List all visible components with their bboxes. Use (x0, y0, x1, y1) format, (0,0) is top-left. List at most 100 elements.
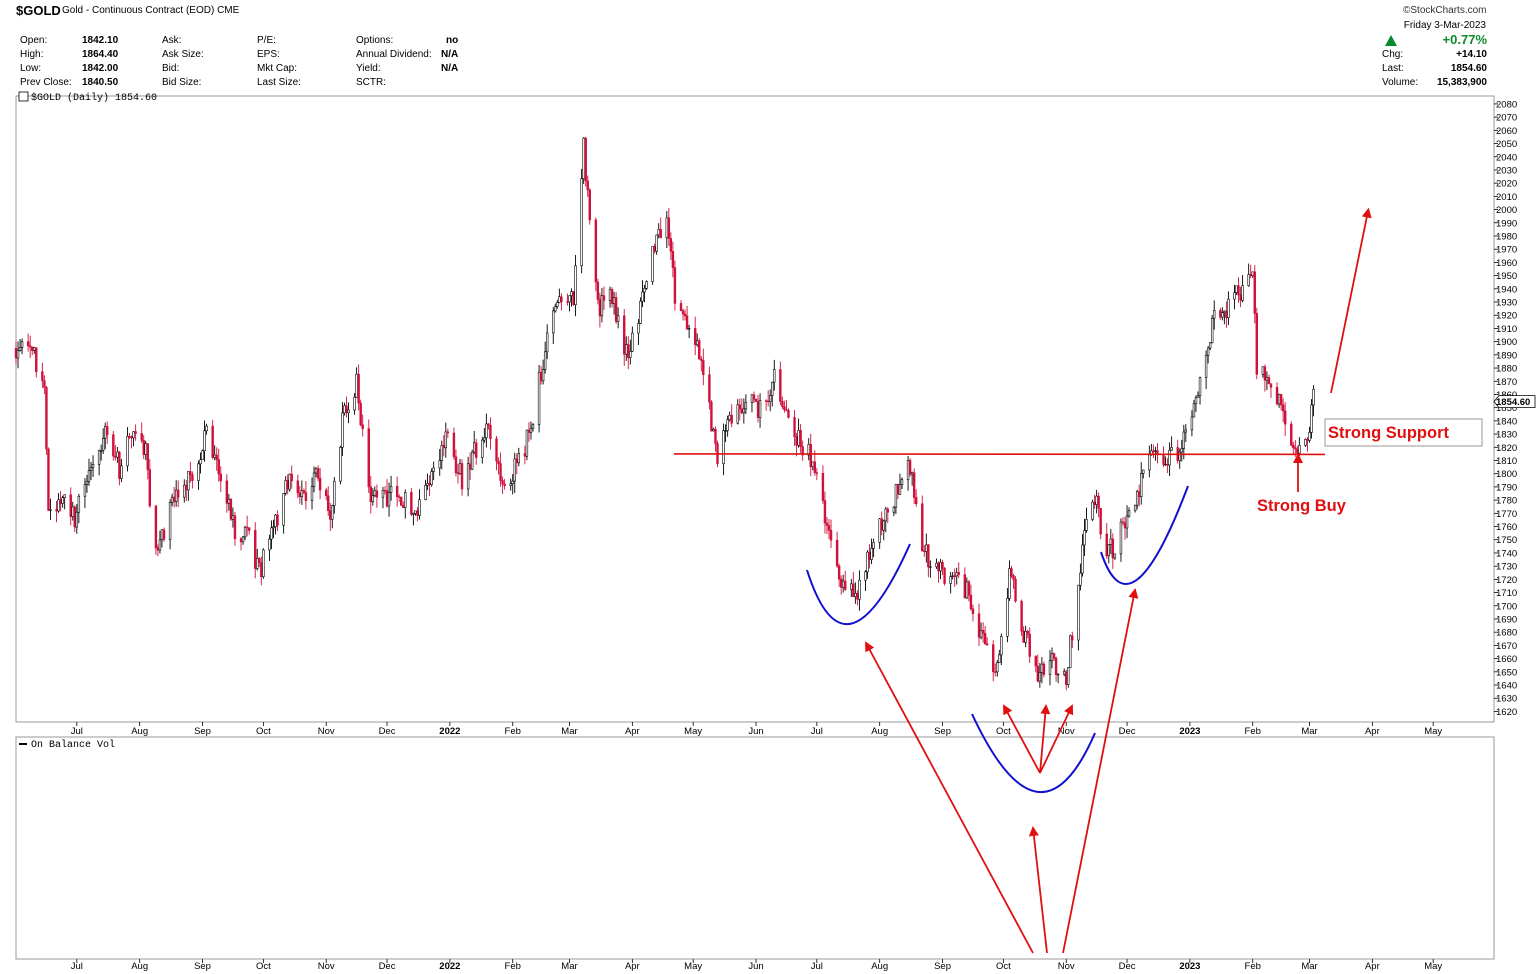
candle-body (935, 562, 938, 568)
candle-body (523, 453, 527, 457)
x-tick-label: Mar (1301, 961, 1317, 972)
candle-body (1121, 521, 1125, 524)
candle-body (444, 431, 448, 449)
y-tick-label: 1720 (1496, 575, 1517, 586)
candle-body (572, 291, 575, 306)
candle-body (996, 662, 999, 673)
candle-body (629, 350, 632, 358)
candle-body (1298, 445, 1301, 454)
y-tick-label: 1850 (1496, 403, 1517, 414)
candle-body (566, 301, 569, 303)
candle-body (896, 484, 900, 495)
candle-body (1269, 383, 1273, 388)
y-tick-label: 1940 (1496, 284, 1517, 295)
candle-body (610, 289, 614, 304)
candle-body (560, 296, 563, 302)
candle-body (1182, 431, 1186, 449)
candle-body (481, 439, 484, 458)
y-tick-label: 1770 (1496, 509, 1517, 520)
candle-body (1190, 416, 1194, 431)
candle-body (681, 310, 685, 315)
candle-body (114, 455, 117, 458)
x-tick-label: Nov (318, 961, 335, 972)
candle-body (345, 405, 348, 413)
candle-body (1233, 292, 1236, 300)
x-axis-main: Jul Aug Sep Oct Nov Dec 2022 Feb Mar Apr May Jun Jul… (71, 722, 1442, 737)
candle-body (353, 396, 356, 411)
candle-body (1024, 630, 1027, 643)
candle-body (1137, 491, 1141, 498)
y-tick-label: 1650 (1496, 667, 1517, 678)
candle-body (756, 401, 760, 418)
support-label: Strong Support (1328, 424, 1449, 442)
y-tick-label: 2020 (1496, 179, 1517, 190)
candle-body (424, 485, 427, 500)
candle-body (132, 431, 135, 439)
candle-body (243, 526, 247, 538)
candle-body (1014, 578, 1017, 602)
y-tick-label: 2030 (1496, 165, 1517, 176)
candle-body (245, 526, 249, 529)
arrow-to-center-bowl (1028, 826, 1048, 954)
candle-body (256, 558, 259, 569)
yield-label: Yield: (356, 63, 381, 74)
candle-body (669, 238, 673, 252)
low-label: Low: (20, 63, 42, 74)
candle-body (1109, 538, 1113, 545)
candle-body (217, 459, 220, 475)
last-price-tag-text: 1854.60 (1496, 397, 1530, 408)
candle-body (584, 137, 587, 182)
candle-body (1267, 377, 1271, 385)
candle-body (773, 369, 776, 383)
candle-body (316, 468, 320, 479)
candle-body (172, 496, 176, 502)
candle-body (769, 395, 772, 402)
arrow-to-low-2 (1039, 704, 1051, 774)
candle-body (963, 574, 967, 599)
candle-body (1081, 544, 1084, 574)
candle-body (426, 483, 429, 486)
candle-body (623, 315, 626, 355)
candle-body (724, 430, 727, 432)
candle-body (923, 550, 926, 553)
y-tick-label: 1870 (1496, 377, 1517, 388)
candle-body (1170, 447, 1173, 451)
candle-body (501, 480, 504, 485)
x-tick-label: Mar (561, 726, 577, 737)
candle-body (1042, 663, 1046, 675)
candle-body (949, 576, 952, 584)
candle-body (687, 328, 691, 330)
candle-body (552, 310, 555, 334)
target-arrow (1330, 207, 1372, 394)
candle-body (568, 295, 571, 303)
quote-date: Friday 3-Mar-2023 (1403, 20, 1486, 31)
x-tick-label: Dec (1119, 726, 1136, 737)
y-tick-label: 1840 (1496, 416, 1517, 427)
candle-body (347, 409, 350, 413)
x-tick-label: Nov (318, 726, 335, 737)
candle-body (1038, 672, 1042, 682)
candle-body (527, 429, 531, 433)
candle-body (1050, 653, 1054, 662)
candle-body (1095, 495, 1098, 505)
pe-label: P/E: (257, 35, 276, 46)
candle-body (229, 498, 233, 520)
candle-body (302, 490, 306, 493)
y-tick-label: 1900 (1496, 337, 1517, 348)
candle-body (637, 323, 640, 334)
candlestick-series (14, 136, 1315, 691)
candle-body (1265, 377, 1269, 381)
candle-body (880, 518, 883, 531)
candle-body (837, 565, 841, 580)
x-tick-label: Aug (131, 726, 148, 737)
candle-body (1079, 572, 1082, 586)
candle-body (1192, 403, 1196, 418)
candle-body (868, 551, 871, 560)
candle-body (730, 414, 733, 424)
candle-body (685, 315, 689, 330)
candle-body (284, 480, 287, 494)
options-value: no (446, 35, 459, 46)
y-tick-label: 1990 (1496, 218, 1517, 229)
x-tick-label: Jul (811, 726, 823, 737)
